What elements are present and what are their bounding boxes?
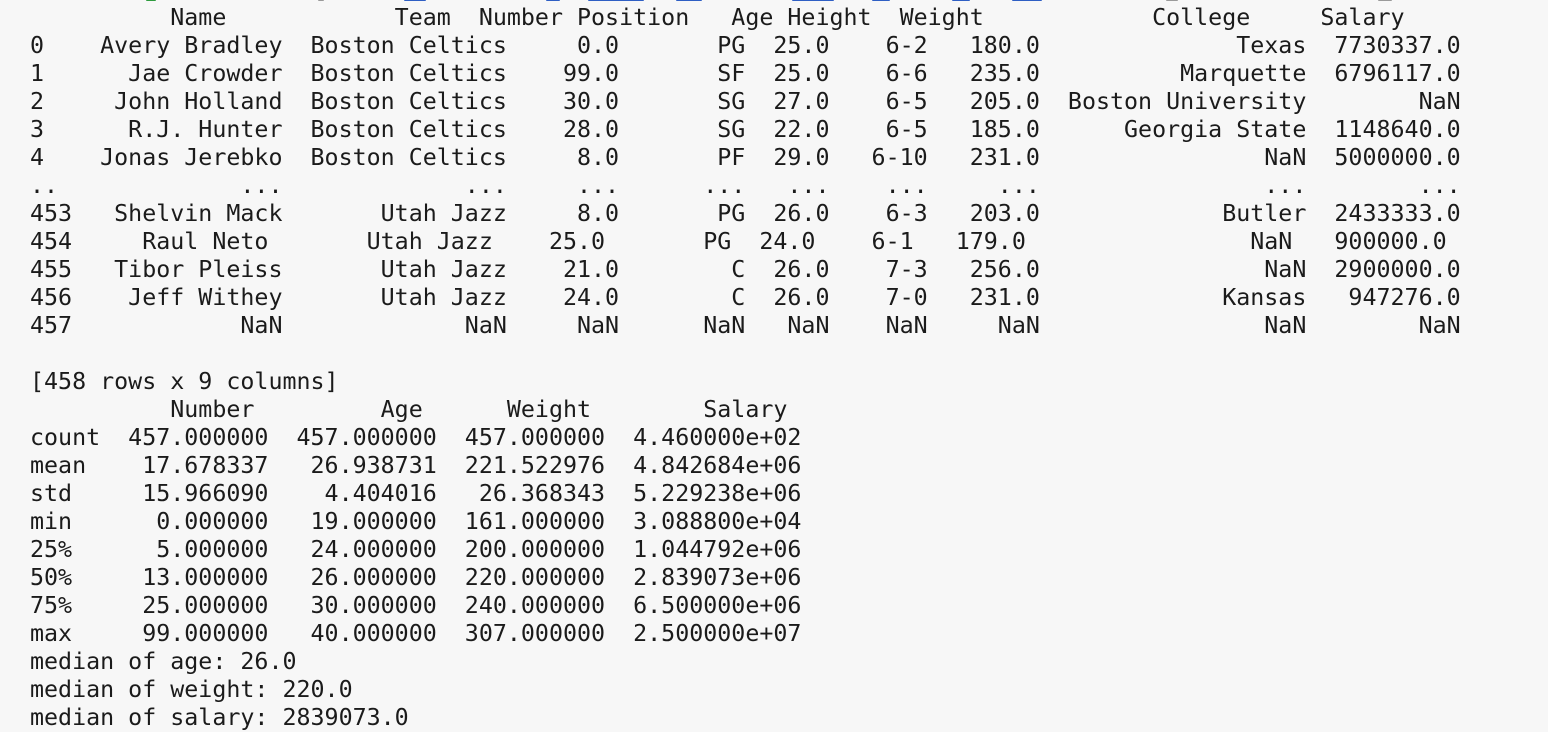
dataframe-row: 456 Jeff Withey Utah Jazz 24.0 C 26.0 7-… — [30, 284, 1461, 311]
median-age-line: median of age: 26.0 — [30, 648, 297, 675]
describe-row: mean 17.678337 26.938731 221.522976 4.84… — [30, 452, 802, 479]
dataframe-ellipsis-row: .. ... ... ... ... ... ... ... ... ... — [30, 172, 1461, 199]
dataframe-row: 454 Raul Neto Utah Jazz 25.0 PG 24.0 6-1… — [30, 228, 1447, 255]
describe-row: count 457.000000 457.000000 457.000000 4… — [30, 424, 802, 451]
median-weight-line: median of weight: 220.0 — [30, 676, 353, 703]
clipped-text-fragment — [872, 0, 890, 1]
dataframe-row: 0 Avery Bradley Boston Celtics 0.0 PG 25… — [30, 32, 1461, 59]
describe-row: std 15.966090 4.404016 26.368343 5.22923… — [30, 480, 802, 507]
dataframe-shape-note: [458 rows x 9 columns] — [30, 368, 339, 395]
clipped-previous-line — [0, 0, 1548, 4]
describe-row: max 99.000000 40.000000 307.000000 2.500… — [30, 620, 802, 647]
clipped-text-fragment — [792, 0, 834, 1]
dataframe-row: 4 Jonas Jerebko Boston Celtics 8.0 PF 29… — [30, 144, 1461, 171]
console-text: Name Team Number Position Age Height Wei… — [30, 4, 1461, 732]
describe-row: 50% 13.000000 26.000000 220.000000 2.839… — [30, 564, 802, 591]
clipped-text-fragment — [676, 0, 702, 1]
describe-row: min 0.000000 19.000000 161.000000 3.0888… — [30, 508, 802, 535]
dataframe-row: 455 Tibor Pleiss Utah Jazz 21.0 C 26.0 7… — [30, 256, 1461, 283]
clipped-text-fragment — [1378, 0, 1392, 1]
dataframe-row: 1 Jae Crowder Boston Celtics 99.0 SF 25.… — [30, 60, 1461, 87]
clipped-text-fragment — [588, 0, 644, 1]
clipped-text-fragment — [1166, 0, 1178, 1]
describe-header: Number Age Weight Salary — [30, 396, 788, 423]
clipped-text-fragment — [318, 0, 324, 1]
describe-row: 25% 5.000000 24.000000 200.000000 1.0447… — [30, 536, 802, 563]
clipped-text-fragment — [952, 0, 970, 1]
median-salary-line: median of salary: 2839073.0 — [30, 704, 409, 731]
clipped-text-fragment — [404, 0, 426, 1]
dataframe-row: 3 R.J. Hunter Boston Celtics 28.0 SG 22.… — [30, 116, 1461, 143]
clipped-text-fragment — [1012, 0, 1042, 1]
dataframe-row: 2 John Holland Boston Celtics 30.0 SG 27… — [30, 88, 1461, 115]
describe-row: 75% 25.000000 30.000000 240.000000 6.500… — [30, 592, 802, 619]
clipped-text-fragment — [546, 0, 560, 1]
dataframe-row: 457 NaN NaN NaN NaN NaN NaN NaN NaN NaN — [30, 312, 1461, 339]
dataframe-header: Name Team Number Position Age Height Wei… — [30, 4, 1405, 31]
clipped-text-fragment — [146, 0, 156, 1]
dataframe-row: 453 Shelvin Mack Utah Jazz 8.0 PG 26.0 6… — [30, 200, 1461, 227]
